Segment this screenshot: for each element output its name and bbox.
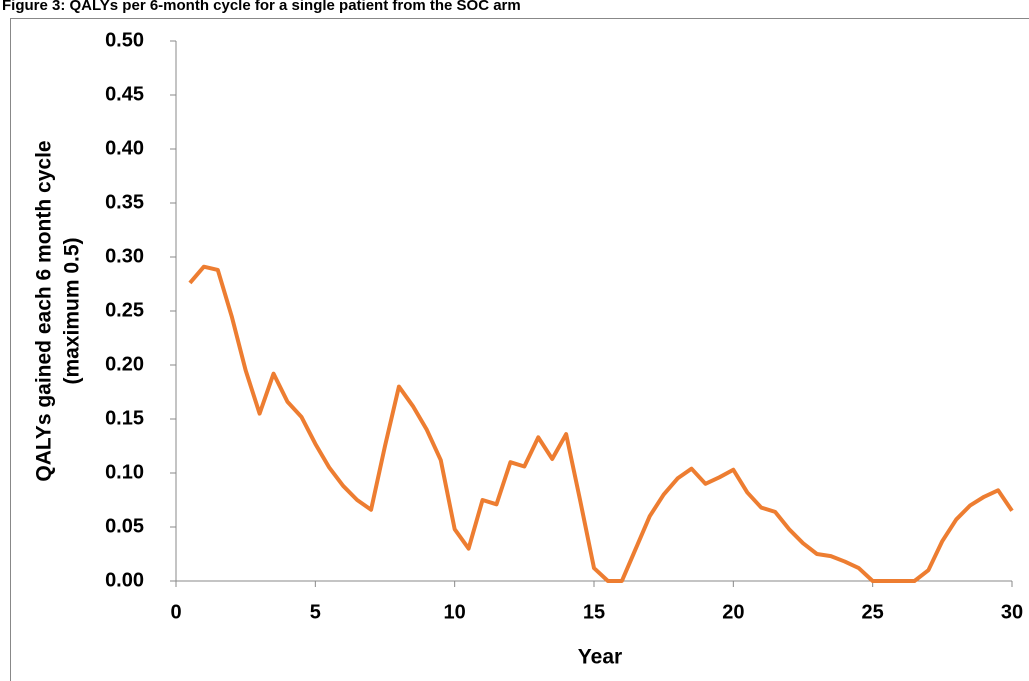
- y-tick-label: 0.25: [105, 299, 144, 321]
- x-tick-label: 25: [862, 601, 884, 623]
- x-tick-label: 15: [583, 601, 605, 623]
- y-tick-label: 0.05: [105, 515, 144, 537]
- x-axis-label: Year: [578, 646, 622, 669]
- y-tick-label: 0.35: [105, 191, 144, 213]
- x-tick-label: 10: [444, 601, 466, 623]
- x-tick-label: 5: [310, 601, 321, 623]
- x-tick-label: 20: [722, 601, 744, 623]
- chart-frame: [10, 18, 1029, 681]
- y-tick-label: 0.00: [105, 569, 144, 591]
- y-tick-label: 0.45: [105, 83, 144, 105]
- y-tick-label: 0.15: [105, 407, 144, 429]
- x-tick-label: 30: [1001, 601, 1023, 623]
- y-axis-label-line: QALYs gained each 6 month cycle: [33, 140, 56, 481]
- chart-title: Figure 3: QALYs per 6-month cycle for a …: [2, 0, 521, 14]
- y-tick-label: 0.50: [105, 29, 144, 51]
- x-tick-label: 0: [170, 601, 181, 623]
- y-axis-label: QALYs gained each 6 month cycle (maximum…: [33, 140, 84, 481]
- y-tick-label: 0.10: [105, 461, 144, 483]
- y-tick-label: 0.20: [105, 353, 144, 375]
- y-tick-label: 0.40: [105, 137, 144, 159]
- y-axis-label-line: (maximum 0.5): [61, 237, 84, 384]
- y-tick-label: 0.30: [105, 245, 144, 267]
- data-line: [188, 264, 1014, 583]
